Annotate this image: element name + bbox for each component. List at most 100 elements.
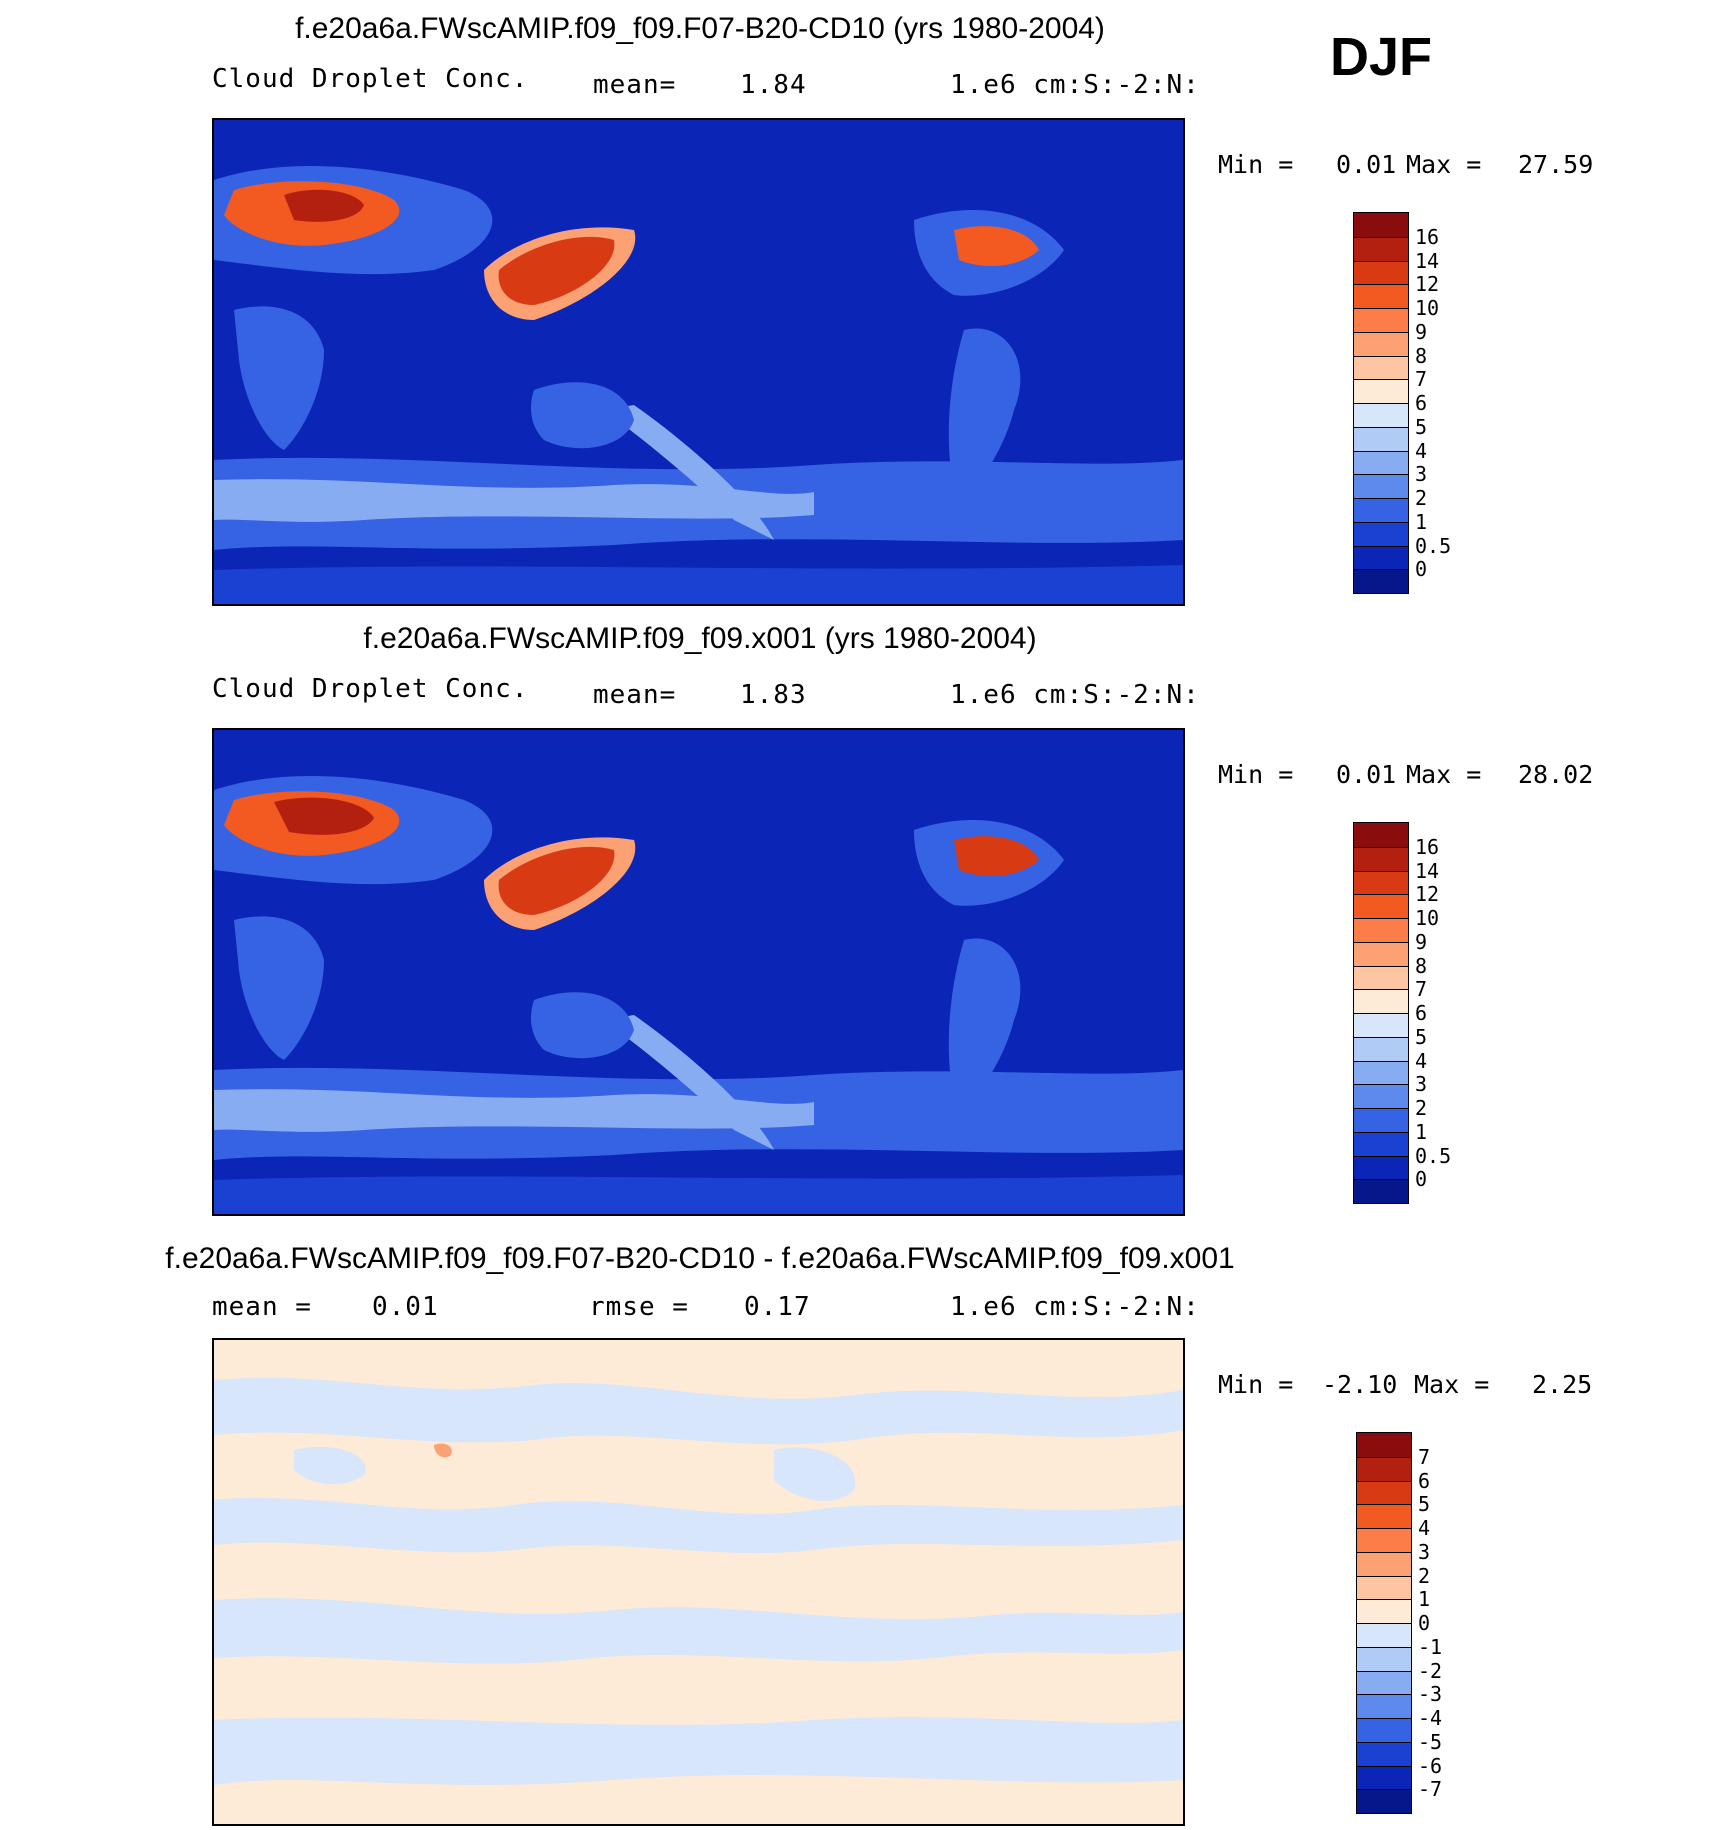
colorbar-tick-label: 0: [1415, 557, 1428, 582]
colorbar-swatch: [1357, 1480, 1411, 1505]
colorbar-swatch: [1354, 989, 1408, 1013]
colorbar-swatch: [1354, 1108, 1408, 1132]
colorbar-tick-label: 0.5: [1415, 533, 1452, 558]
colorbar-tick-label: 1: [1415, 509, 1428, 534]
colorbar-swatch: [1354, 846, 1408, 871]
colorbar-swatch: [1354, 284, 1408, 308]
colorbar-tick-label: 12: [1415, 272, 1440, 297]
colorbar-tick-label: 5: [1415, 1024, 1428, 1049]
colorbar-tick-label: 6: [1415, 391, 1428, 415]
colorbar-swatch: [1354, 545, 1408, 570]
colorbar-swatch: [1354, 1036, 1408, 1061]
colorbar-swatch: [1354, 1013, 1408, 1037]
colorbar-tick-label: 14: [1415, 858, 1440, 883]
panel3-map-canvas: [214, 1340, 1183, 1824]
colorbar-tick-label: 0.5: [1415, 1143, 1452, 1168]
panel2-mean-value: 1.83: [740, 680, 807, 710]
panel1-colorbar: [1353, 212, 1409, 594]
panel2-max-value: 28.02: [1518, 760, 1594, 789]
panel2-units: 1.e6 cm:S:-2:N:: [950, 680, 1200, 710]
colorbar-tick-label: -4: [1418, 1706, 1443, 1730]
colorbar-swatch: [1357, 1646, 1411, 1671]
season-label: DJF: [1330, 27, 1433, 87]
colorbar-swatch: [1354, 918, 1408, 942]
panel2-title: f.e20a6a.FWscAMIP.f09_f09.x001 (yrs 1980…: [363, 622, 1037, 655]
colorbar-tick-label: 8: [1415, 343, 1428, 368]
colorbar-swatch: [1357, 1575, 1411, 1600]
colorbar-swatch: [1354, 236, 1408, 261]
colorbar-swatch: [1354, 450, 1408, 475]
colorbar-swatch: [1354, 1155, 1408, 1180]
colorbar-tick-label: 5: [1415, 414, 1428, 439]
colorbar-tick-label: 10: [1415, 906, 1440, 930]
colorbar-tick-label: 1: [1418, 1587, 1431, 1612]
colorbar-swatch: [1357, 1718, 1411, 1742]
panel2-mean-label: mean=: [593, 680, 677, 710]
colorbar-swatch: [1357, 1670, 1411, 1695]
colorbar-swatch: [1354, 474, 1408, 498]
panel1-max-value: 27.59: [1518, 150, 1594, 179]
colorbar-swatch: [1357, 1694, 1411, 1718]
colorbar-tick-label: 3: [1418, 1539, 1431, 1564]
colorbar-swatch: [1357, 1599, 1411, 1623]
colorbar-tick-label: 2: [1415, 486, 1428, 510]
panel1-map-canvas: [214, 120, 1183, 604]
panel1-title: f.e20a6a.FWscAMIP.f09_f09.F07-B20-CD10 (…: [295, 12, 1105, 45]
panel2-max-label: Max =: [1406, 760, 1482, 789]
colorbar-tick-label: 7: [1418, 1444, 1431, 1469]
colorbar-swatch: [1354, 941, 1408, 966]
colorbar-tick-label: 9: [1415, 929, 1428, 954]
colorbar-tick-label: 10: [1415, 296, 1440, 320]
panel3-title: f.e20a6a.FWscAMIP.f09_f09.F07-B20-CD10 -…: [165, 1242, 1235, 1275]
colorbar-tick-label: 6: [1415, 1001, 1428, 1025]
colorbar-swatch: [1354, 403, 1408, 427]
panel1-field-label: Cloud Droplet Conc.: [212, 64, 529, 94]
panel3-rmse-label: rmse =: [589, 1292, 689, 1322]
colorbar-tick-label: 16: [1415, 224, 1440, 249]
panel2-min-label: Min =: [1218, 760, 1294, 789]
colorbar-tick-label: 4: [1415, 1048, 1428, 1073]
colorbar-tick-label: 2: [1415, 1096, 1428, 1120]
colorbar-swatch: [1354, 1084, 1408, 1108]
colorbar-tick-label: 0: [1418, 1611, 1431, 1635]
colorbar-swatch: [1354, 308, 1408, 332]
panel2-map-canvas: [214, 730, 1183, 1214]
colorbar-swatch: [1354, 1179, 1408, 1203]
colorbar-tick-label: -1: [1418, 1634, 1443, 1659]
colorbar-tick-label: 1: [1415, 1119, 1428, 1144]
panel1-min-label: Min =: [1218, 150, 1294, 179]
panel3-mean-label: mean =: [212, 1292, 312, 1322]
colorbar-tick-label: 3: [1415, 462, 1428, 487]
panel2-map: [212, 728, 1185, 1216]
colorbar-swatch: [1354, 870, 1408, 895]
panel1-units: 1.e6 cm:S:-2:N:: [950, 70, 1200, 100]
colorbar-tick-label: 6: [1418, 1468, 1431, 1493]
colorbar-swatch: [1357, 1528, 1411, 1552]
colorbar-tick-label: 14: [1415, 248, 1440, 273]
panel1-min-value: 0.01: [1336, 150, 1397, 179]
colorbar-swatch: [1354, 569, 1408, 593]
colorbar-swatch: [1357, 1504, 1411, 1528]
panel3-map: [212, 1338, 1185, 1826]
panel3-colorbar: [1356, 1432, 1412, 1814]
colorbar-swatch: [1357, 1789, 1411, 1813]
colorbar-tick-label: -7: [1418, 1777, 1443, 1802]
colorbar-swatch: [1357, 1456, 1411, 1481]
colorbar-swatch: [1354, 426, 1408, 451]
colorbar-swatch: [1354, 521, 1408, 546]
colorbar-swatch: [1354, 498, 1408, 522]
colorbar-swatch: [1354, 965, 1408, 990]
colorbar-swatch: [1354, 1060, 1408, 1085]
colorbar-tick-label: -5: [1418, 1729, 1443, 1754]
colorbar-swatch: [1357, 1623, 1411, 1647]
panel2-field-label: Cloud Droplet Conc.: [212, 674, 529, 704]
colorbar-tick-label: 7: [1415, 367, 1428, 392]
panel3-rmse-value: 0.17: [744, 1292, 811, 1322]
colorbar-swatch: [1354, 331, 1408, 356]
colorbar-tick-label: -2: [1418, 1658, 1443, 1683]
panel3-units: 1.e6 cm:S:-2:N:: [950, 1292, 1200, 1322]
colorbar-tick-label: 2: [1418, 1563, 1431, 1588]
panel1-mean-value: 1.84: [740, 70, 807, 100]
panel3-max-value: 2.25: [1532, 1370, 1593, 1399]
colorbar-swatch: [1354, 213, 1408, 237]
